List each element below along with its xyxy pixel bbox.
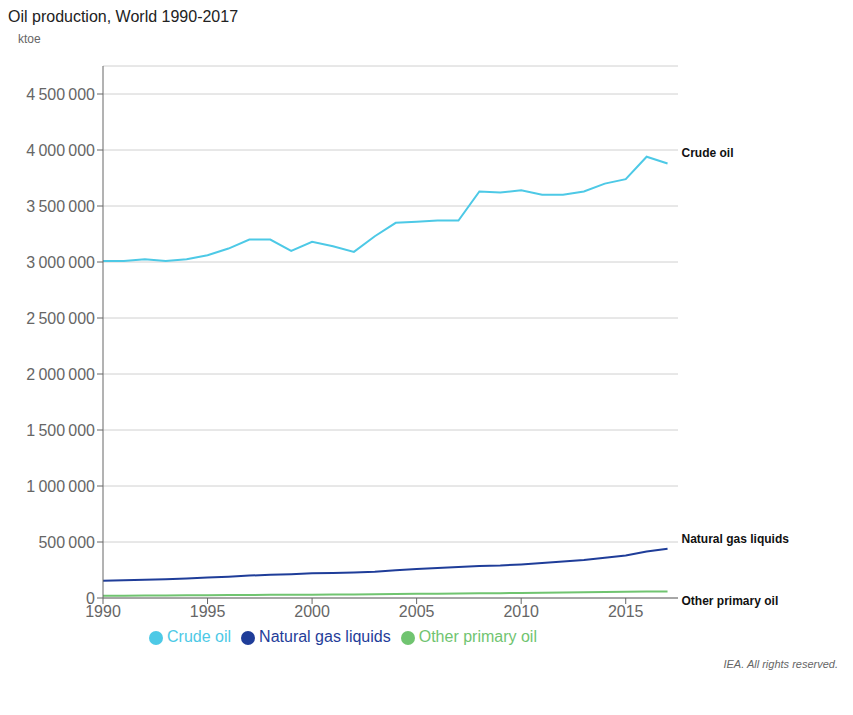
html-text:Other primary oil: Other primary oil — [418, 628, 537, 645]
html-text:Natural gas liquids: Natural gas liquids — [259, 628, 391, 645]
svg-text:3 000 000: 3 000 000 — [26, 254, 95, 271]
svg-text:0: 0 — [86, 590, 95, 607]
html-text:Oil production, World 1990-201: Oil production, World 1990-2017 — [8, 8, 239, 25]
svg-text:2005: 2005 — [399, 603, 435, 620]
html-text:Crude oil: Crude oil — [167, 628, 232, 645]
svg-text:2015: 2015 — [608, 603, 644, 620]
svg-text:2000: 2000 — [294, 603, 330, 620]
svg-text:2 500 000: 2 500 000 — [26, 310, 95, 327]
svg-text:Natural gas liquids: Natural gas liquids — [682, 532, 790, 546]
svg-text:Other primary oil: Other primary oil — [682, 594, 779, 608]
svg-text:4 000 000: 4 000 000 — [26, 142, 95, 159]
html-text:IEA. All rights reserved.: IEA. All rights reserved. — [723, 658, 838, 670]
svg-text:Crude oil: Crude oil — [682, 146, 734, 160]
svg-text:500 000: 500 000 — [38, 534, 95, 551]
svg-text:1 500 000: 1 500 000 — [26, 422, 95, 439]
svg-text:2010: 2010 — [503, 603, 539, 620]
svg-text:1 000 000: 1 000 000 — [26, 478, 95, 495]
html-text:ktoe: ktoe — [18, 32, 41, 46]
svg-text:3 500 000: 3 500 000 — [26, 198, 95, 215]
svg-text:2 000 000: 2 000 000 — [26, 366, 95, 383]
svg-text:1990: 1990 — [85, 603, 121, 621]
svg-text:1995: 1995 — [190, 603, 226, 620]
svg-text:4 500 000: 4 500 000 — [26, 86, 95, 103]
